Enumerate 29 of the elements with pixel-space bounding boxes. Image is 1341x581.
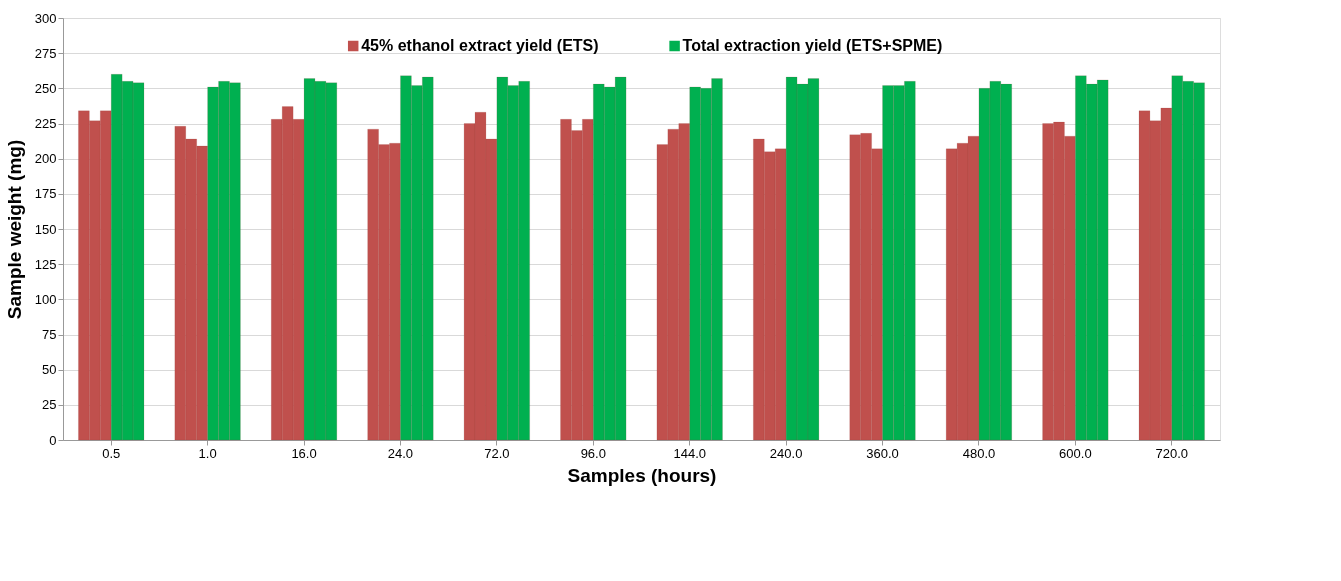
x-tick-label: 0.5 [102, 445, 121, 461]
x-tick-label: 16.0 [291, 445, 317, 461]
x-tick-label: 360.0 [866, 445, 899, 461]
y-tick-label: 275 [34, 45, 57, 61]
x-tick-label: 144.0 [673, 445, 706, 461]
y-tick-label: 0 [49, 432, 57, 448]
y-tick-label: 125 [34, 256, 57, 272]
y-tick-label: 300 [34, 10, 57, 26]
x-tick-label: 72.0 [484, 445, 510, 461]
legend-label: Total extraction yield (ETS+SPME) [682, 37, 943, 54]
legend-label: 45% ethanol extract yield (ETS) [361, 37, 599, 54]
y-tick-label: 250 [34, 80, 57, 96]
y-tick-label: 225 [34, 116, 57, 131]
x-axis-title: Samples (hours) [567, 464, 717, 486]
x-tick-label: 96.0 [580, 445, 606, 461]
x-tick-label: 600.0 [1059, 445, 1092, 461]
y-tick-label: 200 [34, 151, 57, 167]
x-tick-label: 240.0 [769, 445, 803, 461]
y-tick-label: 100 [34, 291, 57, 307]
y-tick-label: 75 [42, 327, 57, 342]
y-tick-label: 50 [42, 362, 57, 378]
y-tick-label: 175 [34, 186, 57, 202]
y-axis-title: Sample weight (mg) [3, 139, 25, 320]
x-tick-label: 1.0 [198, 445, 217, 461]
y-tick-label: 25 [42, 397, 57, 413]
x-tick-label: 480.0 [962, 445, 996, 461]
y-tick-label: 150 [34, 221, 57, 237]
x-tick-label: 24.0 [387, 445, 414, 461]
x-tick-label: 720.0 [1155, 445, 1189, 461]
